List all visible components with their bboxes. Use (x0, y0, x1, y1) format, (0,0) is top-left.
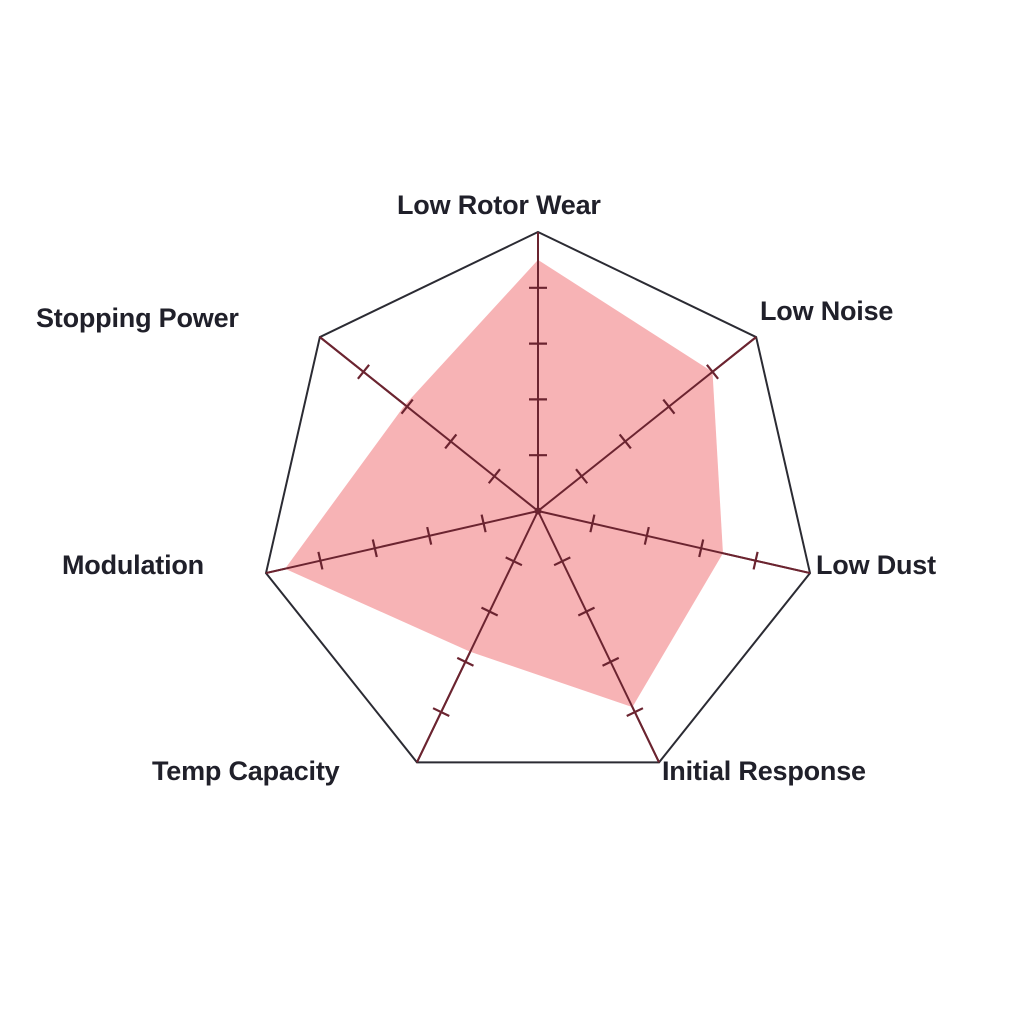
outer-heptagon-outline (264, 230, 812, 764)
axis-tick (480, 606, 499, 617)
axis-spoke-temp-capacity (416, 510, 539, 763)
axis-tick (752, 551, 759, 570)
axis-tick (575, 468, 589, 484)
axis-tick (456, 656, 474, 667)
axis-label-initial-response: Initial Response (662, 756, 866, 786)
axis-label-stopping-power: Stopping Power (36, 303, 239, 333)
axis-tick (553, 556, 571, 567)
axis-tick (698, 539, 705, 558)
axis-label-low-dust: Low Dust (816, 550, 936, 580)
axis-tick (577, 606, 596, 617)
axis-spoke-low-noise (537, 336, 757, 512)
axis-tick (706, 364, 719, 380)
axis-spoke-stopping-power (319, 336, 539, 512)
axis-tick (487, 468, 501, 484)
axis-spoke-initial-response (537, 510, 660, 763)
axis-label-low-rotor-wear: Low Rotor Wear (397, 190, 601, 220)
center-point (534, 507, 542, 515)
axis-tick (357, 364, 370, 380)
axis-label-modulation: Modulation (62, 550, 204, 580)
axis-ticks-group (317, 286, 759, 717)
axis-tick (371, 539, 378, 558)
axis-tick (505, 556, 523, 567)
axis-spoke-modulation (265, 510, 539, 575)
axis-tick (626, 707, 644, 717)
axis-spoke-low-dust (537, 510, 811, 575)
axis-tick (662, 398, 676, 415)
axis-tick (480, 514, 487, 533)
axis-tick (317, 551, 324, 570)
axis-spokes-overlay-group (265, 232, 811, 763)
axis-tick (589, 514, 596, 533)
axis-tick (400, 398, 414, 415)
axis-tick (432, 707, 450, 717)
axis-tick (618, 433, 632, 450)
axis-label-low-noise: Low Noise (760, 296, 894, 326)
axis-tick (602, 656, 620, 667)
axis-tick (426, 526, 433, 545)
axis-label-temp-capacity: Temp Capacity (152, 756, 340, 786)
axis-tick (444, 433, 458, 450)
axis-tick (643, 526, 650, 545)
